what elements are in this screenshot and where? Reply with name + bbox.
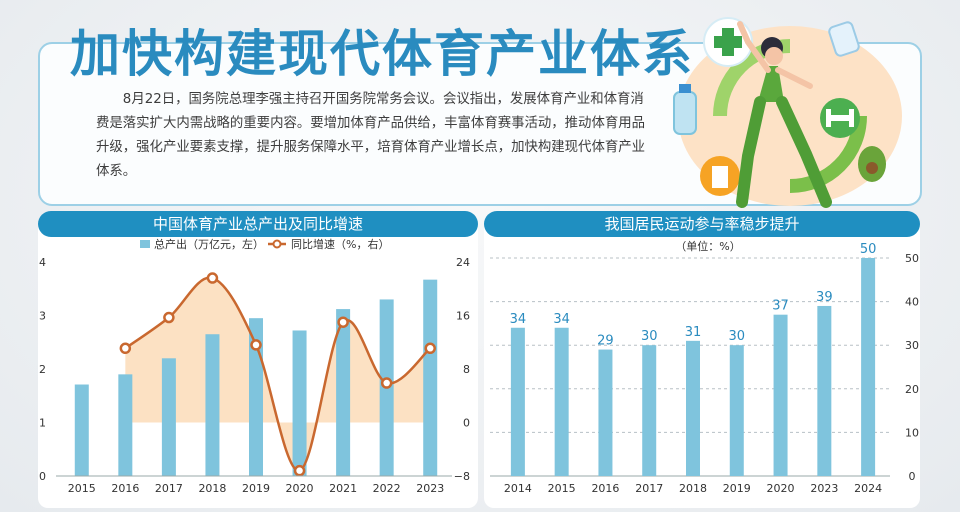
- intro-paragraph: 8月22日，国务院总理李强主持召开国务院常务会议。会议指出，发展体育产业和体育消…: [96, 92, 646, 179]
- x-tick-2015: 2015: [548, 482, 576, 495]
- data-label-2019: 30: [729, 329, 746, 344]
- data-label-2015: 34: [553, 312, 570, 327]
- growth-point-2022: [380, 377, 393, 389]
- participation-bar-2018: [686, 340, 700, 476]
- y-tick-30: 30: [905, 339, 919, 352]
- data-label-2016: 29: [597, 334, 614, 349]
- output-bar-2017: [161, 358, 176, 476]
- participation-bar-2017: [642, 345, 657, 476]
- data-label-2020: 37: [772, 299, 789, 314]
- participation-bar-2023: [817, 305, 832, 476]
- x-tick-2020: 2020: [767, 482, 795, 495]
- growth-point-2021: [337, 316, 349, 328]
- growth-line: [124, 276, 432, 472]
- water-bottle-icon: [673, 84, 697, 135]
- x-tick-2020: 2020: [286, 482, 314, 495]
- participation-bar-2015: [554, 327, 569, 476]
- growth-point-2016: [119, 342, 132, 355]
- y-tick-20: 20: [905, 383, 919, 396]
- recycle-arrows-icon-2: [789, 115, 867, 193]
- data-label-2023: 39: [816, 290, 833, 305]
- left-axis-tick-1: 1: [39, 417, 46, 430]
- participation-bar-2014: [510, 327, 525, 476]
- data-label-2024: 50: [860, 242, 877, 257]
- participation-bar-2020: [773, 314, 788, 476]
- x-tick-2014: 2014: [504, 482, 532, 495]
- output-bar-2020: [292, 330, 307, 476]
- right-axis-tick-4: 24: [456, 256, 470, 269]
- x-tick-2016: 2016: [111, 482, 139, 495]
- x-tick-2018: 2018: [198, 482, 226, 495]
- x-tick-2015: 2015: [68, 482, 96, 495]
- legend-line-marker: [272, 239, 282, 249]
- growth-point-2019: [250, 339, 262, 351]
- right-axis-tick-3: 16: [456, 310, 470, 323]
- legend-bar-swatch: [140, 240, 150, 248]
- right-axis-tick-1: 0: [463, 417, 470, 430]
- data-label-2018: 31: [685, 325, 702, 340]
- left-axis-tick-4: 4: [39, 256, 46, 269]
- data-label-2017: 30: [641, 329, 658, 344]
- avocado-icon: [858, 146, 886, 182]
- juice-box-icon: [700, 156, 740, 196]
- y-tick-0: 0: [909, 470, 916, 483]
- output-bar-2016: [118, 374, 133, 476]
- x-tick-2017: 2017: [635, 482, 663, 495]
- exercising-woman-figure: [736, 21, 832, 208]
- x-tick-2024: 2024: [854, 482, 882, 495]
- output-bar-2015: [74, 384, 89, 476]
- data-label-2014: 34: [510, 312, 527, 327]
- legend-line-label: 同比增速（%，右）: [291, 237, 389, 251]
- fitness-illustration: [673, 17, 902, 208]
- left-axis-tick-2: 2: [39, 363, 46, 376]
- growth-point-2018: [206, 272, 219, 284]
- y-tick-50: 50: [905, 252, 919, 265]
- unit-label: （单位：%）: [675, 239, 740, 253]
- x-tick-2019: 2019: [723, 482, 751, 495]
- left-chart-title: 中国体育产业总产出及同比增速: [38, 211, 478, 237]
- participation-bar-2016: [598, 349, 613, 476]
- x-tick-2022: 2022: [373, 482, 401, 495]
- left-axis-tick-3: 3: [39, 310, 46, 323]
- output-bar-2023: [423, 279, 438, 476]
- page-title: 加快构建现代体育产业体系: [70, 25, 694, 83]
- growth-point-2023: [424, 342, 436, 355]
- x-tick-2019: 2019: [242, 482, 270, 495]
- right-chart-title: 我国居民运动参与率稳步提升: [484, 211, 920, 237]
- x-tick-2023: 2023: [810, 482, 838, 495]
- right-axis-tick-0: −8: [454, 470, 470, 483]
- y-tick-40: 40: [905, 296, 919, 309]
- milk-bottle-icon: [828, 21, 860, 57]
- left-axis-tick-0: 0: [39, 470, 46, 483]
- x-tick-2018: 2018: [679, 482, 707, 495]
- right-axis-tick-2: 8: [463, 363, 470, 376]
- output-bar-2021: [336, 309, 351, 476]
- dumbbell-icon: [820, 98, 860, 138]
- x-tick-2016: 2016: [591, 482, 619, 495]
- x-tick-2021: 2021: [329, 482, 357, 495]
- y-tick-10: 10: [905, 426, 919, 439]
- participation-bar-2019: [729, 345, 744, 476]
- x-tick-2023: 2023: [416, 482, 444, 495]
- output-bar-2018: [205, 334, 220, 476]
- legend-bar-label: 总产出（万亿元，左）: [154, 237, 264, 251]
- growth-point-2020: [293, 464, 306, 477]
- growth-point-2017: [163, 311, 175, 324]
- x-tick-2017: 2017: [155, 482, 183, 495]
- participation-bar-2024: [861, 258, 876, 476]
